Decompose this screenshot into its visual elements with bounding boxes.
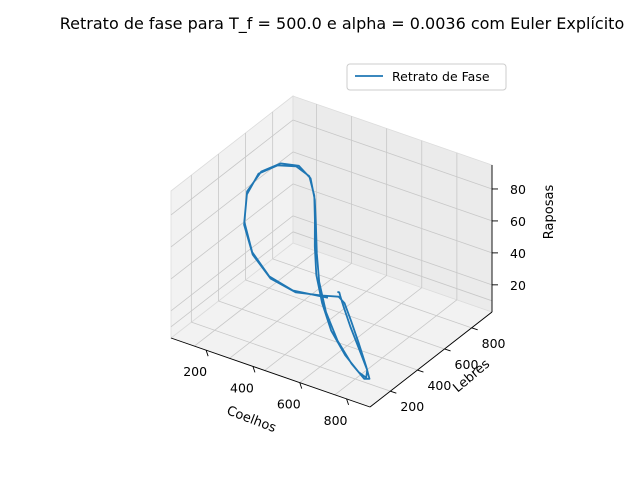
grid-line-z-left [170,183,294,280]
z-tick-label: 80 [510,182,526,197]
x-tick-label: 600 [277,397,301,412]
y-tick [444,348,451,352]
x-tick-label: 800 [324,413,348,428]
x-tick [252,366,256,373]
grid-line-z-back [292,119,493,190]
legend-frame [346,63,507,91]
z-axis-label: Raposas [542,185,557,240]
grid-line-z-left [170,215,294,312]
grid-line-y-floor [191,321,391,392]
x-tick [299,382,303,389]
legend-label: Retrato de Fase [392,69,490,84]
legend: Retrato de Fase [346,63,507,91]
x-tick [346,398,350,406]
y-tick-label: 400 [427,378,451,393]
x-tick-label: 200 [183,364,207,379]
x-tick-label: 400 [230,380,254,395]
grid-line-y-floor [245,279,445,350]
grid-line-y-floor [218,300,418,371]
series-line [243,162,371,380]
z-tick-label: 40 [510,246,526,261]
grid-line-z-left [170,231,294,328]
grid-line-z-back [292,231,493,302]
grid-line-z-back [292,151,493,222]
grid-line-y-floor [272,258,472,329]
y-tick [390,390,397,394]
y-tick-label: 200 [400,399,424,414]
chart-title: Retrato de fase para T_f = 500.0 e alpha… [60,14,624,34]
axes-panes [170,95,493,408]
x-axis-label: Coelhos [224,403,278,436]
z-tick-label: 20 [510,278,526,293]
y-tick-label: 800 [482,336,506,351]
grid-line-z-back [292,183,493,254]
x-tick [205,350,209,357]
y-tick [471,327,478,331]
z-tick-label: 60 [510,214,526,229]
y-tick-label: 600 [455,357,479,372]
grid-line-z-back [292,215,493,286]
y-tick [417,369,424,373]
grid-line-z-left [170,119,294,216]
x-axis-line [170,337,371,408]
phase-portrait-series [243,162,371,380]
